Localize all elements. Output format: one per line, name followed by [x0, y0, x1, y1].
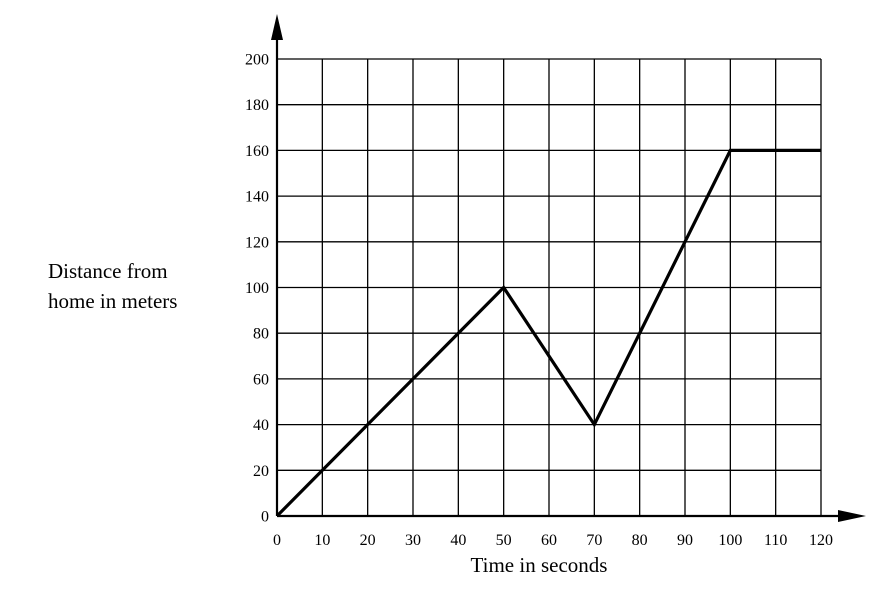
x-tick-label: 100	[718, 532, 742, 549]
y-tick-label: 160	[245, 143, 269, 160]
x-axis-arrow	[838, 510, 866, 522]
y-tick-label: 200	[245, 52, 269, 69]
y-tick-label: 80	[253, 326, 269, 343]
y-tick-label: 180	[245, 97, 269, 114]
x-tick-label: 50	[496, 532, 512, 549]
y-axis-label: Distance from home in meters	[48, 256, 177, 316]
x-tick-label: 90	[677, 532, 693, 549]
x-tick-label: 120	[809, 532, 833, 549]
axes	[271, 14, 866, 522]
x-tick-label: 80	[632, 532, 648, 549]
x-axis-label: Time in seconds	[470, 553, 608, 577]
y-tick-label: 0	[261, 509, 269, 526]
y-axis-label-line-2: home in meters	[48, 289, 178, 313]
x-tick-label: 30	[405, 532, 421, 549]
y-axis-label-line-1: Distance from	[48, 259, 168, 283]
series-layer	[275, 148, 822, 518]
x-tick-label: 10	[314, 532, 330, 549]
y-tick-label: 140	[245, 189, 269, 206]
x-tick-label: 40	[450, 532, 466, 549]
x-tick-label: 0	[273, 532, 281, 549]
y-tick-label: 100	[245, 280, 269, 297]
x-tick-label: 20	[360, 532, 376, 549]
grid	[276, 58, 822, 517]
y-axis-arrow	[271, 14, 283, 40]
x-tick-label: 70	[586, 532, 602, 549]
y-tick-label: 20	[253, 463, 269, 480]
x-tick-label: 110	[764, 532, 787, 549]
y-tick-labels: 0 20 40 60 80 100 120 140 160 180 200	[245, 52, 269, 526]
x-tick-labels: 0 10 20 30 40 50 60 70 80 90 100 110 120	[273, 532, 833, 549]
y-tick-label: 40	[253, 417, 269, 434]
x-tick-label: 60	[541, 532, 557, 549]
y-tick-label: 120	[245, 234, 269, 251]
y-tick-label: 60	[253, 371, 269, 388]
